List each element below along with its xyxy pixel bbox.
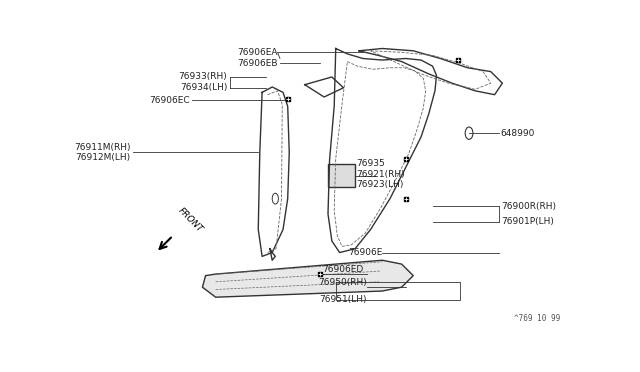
Text: 76921(RH): 76921(RH) xyxy=(356,170,404,179)
Text: 76951(LH): 76951(LH) xyxy=(319,295,367,304)
Text: 76912M(LH): 76912M(LH) xyxy=(76,153,131,162)
Text: 76935: 76935 xyxy=(356,160,385,169)
Text: 76906EA: 76906EA xyxy=(237,48,278,57)
Text: 76906ED: 76906ED xyxy=(322,265,363,274)
Text: 76906E: 76906E xyxy=(348,248,382,257)
Text: ^769 10 99: ^769 10 99 xyxy=(515,314,561,323)
Text: 76934(LH): 76934(LH) xyxy=(180,83,227,92)
Text: 76900R(RH): 76900R(RH) xyxy=(501,202,556,211)
Text: 76950(RH): 76950(RH) xyxy=(318,278,367,287)
Text: 76923(LH): 76923(LH) xyxy=(356,180,403,189)
Polygon shape xyxy=(328,164,355,187)
Text: 76933(RH): 76933(RH) xyxy=(179,73,227,81)
Polygon shape xyxy=(202,260,413,297)
Text: 76901P(LH): 76901P(LH) xyxy=(501,217,554,226)
Text: FRONT: FRONT xyxy=(176,206,204,234)
Ellipse shape xyxy=(465,127,473,140)
Text: 76906EC: 76906EC xyxy=(149,96,190,105)
Text: 76911M(RH): 76911M(RH) xyxy=(74,142,131,151)
Text: 76906EB: 76906EB xyxy=(237,59,278,68)
Text: 648990: 648990 xyxy=(501,129,535,138)
Ellipse shape xyxy=(272,193,278,204)
